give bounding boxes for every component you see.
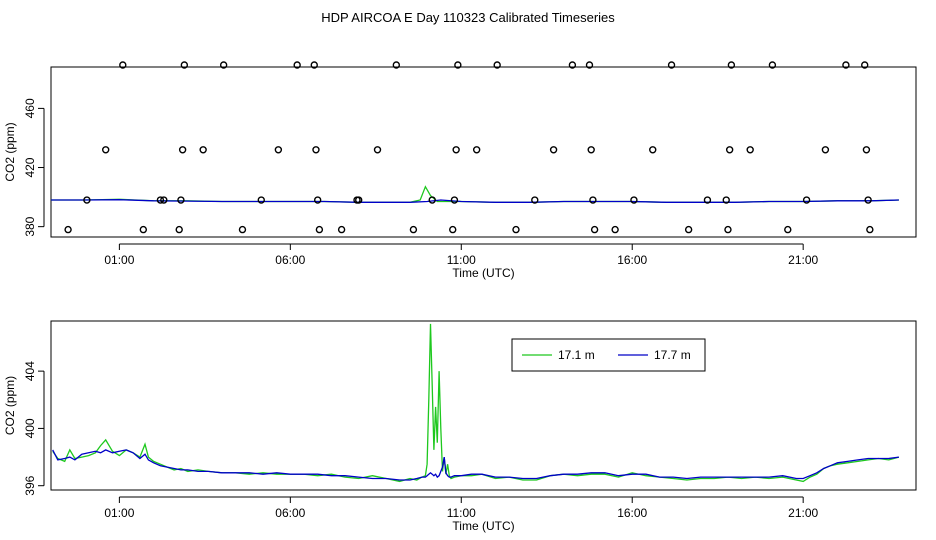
bottom-panel-y-tick-label: 404 <box>23 361 37 381</box>
top-panel-calibration-point <box>274 146 283 154</box>
top-panel-calibration-point <box>139 225 148 234</box>
top-panel-y-tick-label: 460 <box>23 98 37 118</box>
bottom-panel-series-blue-line <box>52 449 899 481</box>
top-panel-calibration-point <box>611 225 619 234</box>
bottom-panel-x-tick-label: 16:00 <box>617 506 647 520</box>
top-panel-calibration-point <box>454 61 462 69</box>
top-panel-calibration-point <box>864 196 872 204</box>
top-panel-calibration-point <box>452 146 460 154</box>
top-panel-x-tick-label: 11:00 <box>447 253 476 267</box>
top-panel-calibration-point <box>178 146 187 154</box>
top-panel-y-tick-label: 420 <box>23 157 37 177</box>
bottom-panel-y-tick-label: 400 <box>23 418 37 438</box>
top-panel-calibration-point <box>842 61 850 69</box>
bottom-panel-legend-label: 17.7 m <box>654 348 691 362</box>
bottom-panel-series-green-line <box>52 323 900 483</box>
top-panel-calibration-point <box>83 196 91 204</box>
top-panel-calibration-point <box>119 61 127 69</box>
top-panel-x-tick-label: 06:00 <box>275 253 305 267</box>
bottom-panel-plot-frame <box>50 320 917 491</box>
top-panel-calibration-point <box>160 196 168 204</box>
top-panel-calibration-point <box>549 146 558 154</box>
top-panel-calibration-point <box>493 61 501 69</box>
top-panel-calibration-point <box>725 146 734 154</box>
bottom-panel-legend-label: 17.1 m <box>558 348 595 362</box>
top-panel-calibration-point <box>649 146 657 154</box>
top-panel-calibration-point <box>667 61 676 69</box>
top-panel-plot-area <box>51 185 899 203</box>
top-panel-calibration-point <box>724 225 732 234</box>
top-panel-calibration-point <box>428 196 436 204</box>
top-panel-calibration-point <box>768 61 777 69</box>
top-panel-plot-frame <box>50 66 917 238</box>
bottom-panel-plot-area <box>52 323 900 483</box>
top-panel-y-tick-label: 380 <box>23 216 37 236</box>
top-panel-calibration-point <box>590 225 599 234</box>
top-panel-calibration-point <box>219 61 228 69</box>
top-panel-calibration-point <box>450 196 459 204</box>
top-panel-calibration-point <box>156 196 165 204</box>
top-panel-calibration-point <box>862 146 871 154</box>
top-panel-calibration-point <box>589 196 597 204</box>
top-panel-y-axis-label: CO2 (ppm) <box>3 122 17 181</box>
top-panel-calibration-point <box>746 146 754 154</box>
top-panel-calibration-point <box>373 146 382 154</box>
top-panel-calibration-point <box>722 196 730 204</box>
top-panel-calibration-point <box>337 225 346 234</box>
top-panel-calibration-point <box>409 225 418 234</box>
top-panel-calibration-point <box>257 196 265 204</box>
bottom-panel-y-tick-label: 396 <box>23 475 37 495</box>
top-panel-x-tick-label: 21:00 <box>788 253 818 267</box>
top-panel-calibration-point <box>315 225 324 234</box>
top-panel-x-tick-label: 16:00 <box>617 253 647 267</box>
top-panel-calibration-point <box>784 225 792 234</box>
top-panel-calibration-point <box>821 146 830 154</box>
top-panel-calibration-point <box>355 196 363 204</box>
top-panel-calibration-point <box>238 225 247 234</box>
top-panel-calibration-point <box>180 61 189 69</box>
bottom-panel-x-tick-label: 21:00 <box>788 506 818 520</box>
top-panel-calibration-point <box>727 61 736 69</box>
top-panel-calibration-point <box>587 146 595 154</box>
top-panel-calibration-point <box>568 61 577 69</box>
top-panel-calibration-point <box>861 61 869 69</box>
top-panel-calibration-point <box>684 225 693 234</box>
top-panel-x-axis-label: Time (UTC) <box>452 266 514 280</box>
top-panel-calibration-point <box>64 225 72 234</box>
top-panel-calibration-point <box>531 196 539 204</box>
bottom-panel-x-axis-label: Time (UTC) <box>452 519 514 533</box>
top-panel-calibration-point <box>310 61 318 69</box>
bottom-panel-y-axis-label: CO2 (ppm) <box>3 376 17 435</box>
top-panel-calibration-point <box>866 225 874 234</box>
top-panel-calibration-point <box>313 196 322 204</box>
top-panel-calibration-point <box>312 146 320 154</box>
top-panel-calibration-point <box>472 146 481 154</box>
bottom-panel-x-tick-label: 01:00 <box>104 506 134 520</box>
top-panel-calibration-point <box>449 225 457 234</box>
top-panel-x-tick-label: 01:00 <box>104 253 134 267</box>
top-panel-calibration-point <box>630 196 638 204</box>
top-panel-series-blue-line <box>51 199 899 203</box>
top-panel-calibration-point <box>392 61 401 69</box>
bottom-panel-x-tick-label: 06:00 <box>275 506 305 520</box>
top-panel-calibration-point <box>585 61 594 69</box>
top-panel-calibration-point <box>703 196 712 204</box>
top-panel-calibration-point <box>802 196 811 204</box>
top-panel-calibration-point <box>175 225 183 234</box>
figure-title: HDP AIRCOA E Day 110323 Calibrated Times… <box>321 10 615 25</box>
top-panel-calibration-point <box>199 146 207 154</box>
top-panel-calibration-point <box>512 225 520 234</box>
top-panel-calibration-point <box>102 146 110 154</box>
top-panel-calibration-point <box>177 196 185 204</box>
bottom-panel-x-tick-label: 11:00 <box>447 506 476 520</box>
top-panel-calibration-point <box>293 61 301 69</box>
